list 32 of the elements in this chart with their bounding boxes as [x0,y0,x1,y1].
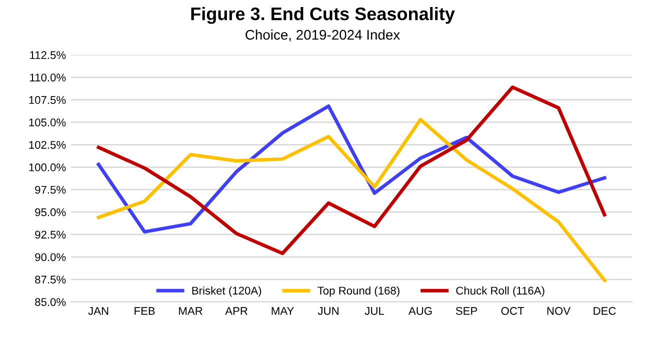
line-series [96,85,606,256]
y-tick-label: 92.5% [35,230,66,239]
y-tick-label: 90.0% [35,253,66,262]
x-tick-label: JAN [88,307,108,315]
legend-label: Top Round (168) [318,286,400,297]
y-tick-label: 107.5% [29,96,66,104]
y-tick-label: 110.0% [30,74,66,82]
line-series [96,118,606,282]
x-tick-label: APR [225,307,248,315]
x-tick-label: JUN [318,307,338,315]
y-tick-label: 97.5% [35,186,66,194]
x-tick-label: OCT [501,306,524,315]
y-tick-label: 112.5% [30,51,66,60]
x-tick-label: SEP [456,306,478,315]
y-tick-label: 85.0% [35,298,66,306]
x-tick-label: AUG [408,306,432,315]
y-tick-label: 100.0% [29,163,66,172]
y-tick-label: 87.5% [35,276,66,284]
x-tick-label: FEB [134,307,155,315]
y-tick-label: 105.0% [29,118,66,126]
line-series [96,104,606,234]
legend-label: Chuck Roll (116A) [456,286,544,297]
chart-subtitle: Choice, 2019-2024 Index [246,30,400,42]
y-tick-label: 102.5% [29,140,66,149]
legend-label: Brisket (120A) [192,286,262,297]
x-tick-label: JUL [364,307,384,315]
x-tick-label: NOV [547,306,570,315]
chart-title: Figure 3. End Cuts Seasonality [191,6,455,24]
x-tick-label: MAR [179,307,202,315]
y-tick-label: 95.0% [35,208,66,216]
x-tick-label: MAY [272,307,294,315]
x-tick-label: DEC [594,306,616,315]
